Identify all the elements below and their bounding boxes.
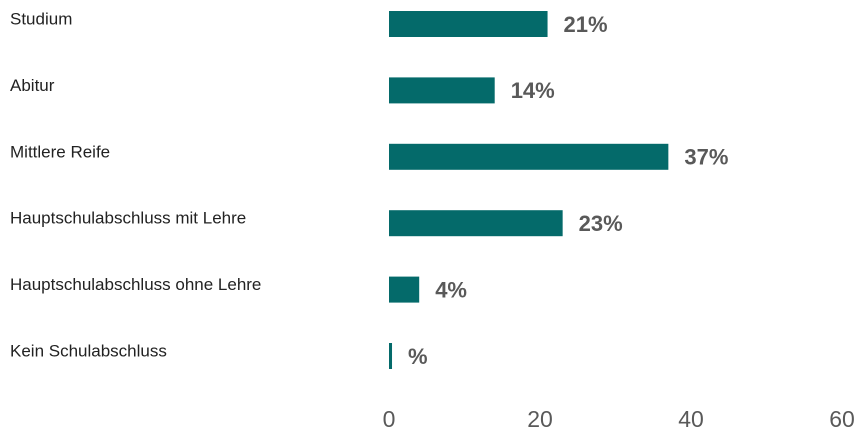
value-label: 21%: [564, 12, 608, 37]
value-label: 23%: [579, 211, 623, 236]
x-tick-label: 0: [383, 406, 396, 432]
value-label: 14%: [511, 78, 555, 103]
x-tick-label: 60: [829, 406, 855, 432]
category-label: Mittlere Reife: [10, 142, 110, 161]
bar: [389, 11, 548, 37]
bar: [389, 343, 393, 369]
bar: [389, 77, 495, 104]
category-label: Studium: [10, 9, 72, 28]
value-label: %: [408, 344, 428, 369]
value-label: 4%: [435, 277, 467, 302]
bar: [389, 143, 669, 170]
x-tick-label: 20: [527, 406, 553, 432]
category-label: Hauptschulabschluss ohne Lehre: [10, 275, 261, 294]
category-label: Abitur: [10, 76, 55, 95]
bar: [389, 276, 420, 303]
category-label: Hauptschulabschluss mit Lehre: [10, 209, 246, 228]
category-label: Kein Schulabschluss: [10, 341, 167, 360]
bar: [389, 210, 563, 237]
x-tick-label: 40: [678, 406, 704, 432]
value-label: 37%: [684, 145, 728, 170]
